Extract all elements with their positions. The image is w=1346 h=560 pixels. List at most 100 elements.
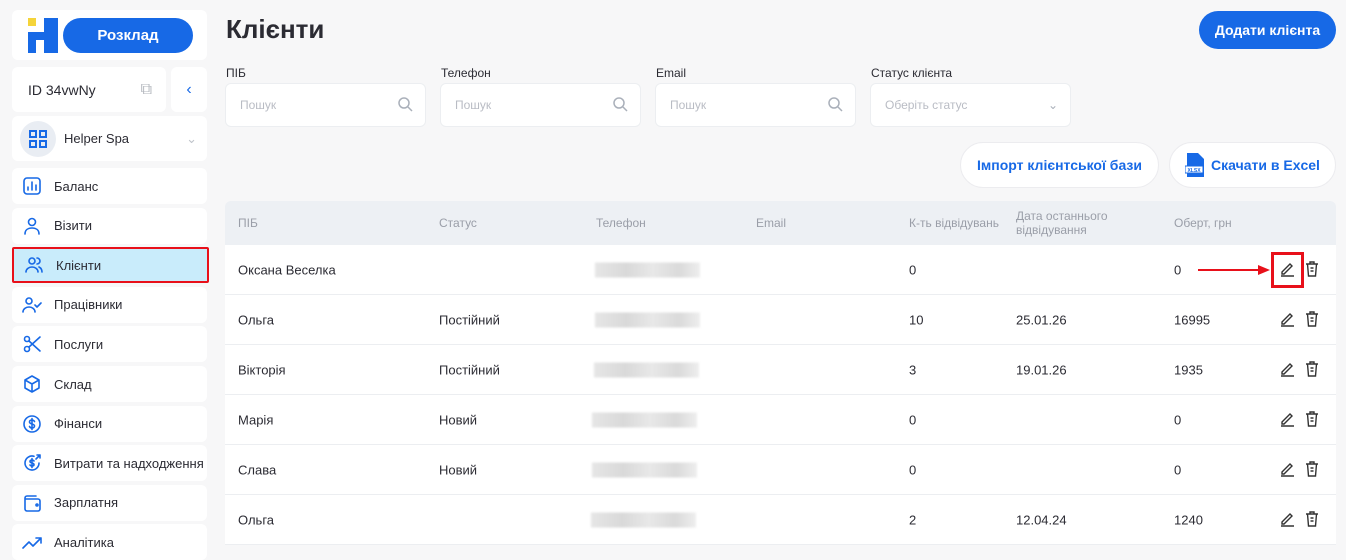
sidebar-item-label: Візити	[54, 218, 92, 234]
table-row[interactable]: Ольга Постійний 10 25.01.26 16995	[225, 295, 1336, 345]
phone-redacted	[595, 262, 700, 277]
turnover: 0	[1174, 262, 1182, 277]
client-name[interactable]: Вікторія	[238, 362, 286, 377]
organization-select[interactable]: Helper Spa ⌄	[12, 116, 207, 161]
table-row[interactable]: Ольга 2 12.04.24 1240	[225, 495, 1336, 545]
import-button[interactable]: Імпорт клієнтської бази	[960, 142, 1159, 188]
search-icon	[397, 96, 413, 115]
column-header[interactable]: Email	[756, 216, 787, 230]
sidebar-item-4[interactable]: Послуги	[12, 326, 207, 363]
visit-count: 0	[909, 262, 917, 277]
client-name[interactable]: Ольга	[238, 312, 275, 327]
import-label: Імпорт клієнтської бази	[977, 157, 1142, 173]
search-icon	[827, 96, 843, 115]
turnover: 16995	[1174, 312, 1211, 327]
collapse-sidebar-button[interactable]: ‹	[171, 67, 207, 112]
column-header[interactable]: Телефон	[596, 216, 646, 230]
placeholder: Оберіть статус	[885, 98, 968, 112]
filter-label: Статус клієнта	[871, 66, 953, 80]
table-header: ПІБ Статус Телефон Email К-ть відвідувань Дат…	[225, 201, 1336, 245]
add-client-button[interactable]: Додати клієнта	[1199, 11, 1336, 49]
delete-icon[interactable]	[1304, 510, 1320, 530]
sidebar-item-7[interactable]: Витрати та надходження	[12, 445, 207, 482]
scissors-icon	[23, 336, 41, 353]
table-row[interactable]: Марія Новий 0 0	[225, 395, 1336, 445]
edit-icon[interactable]	[1279, 360, 1296, 380]
delete-icon[interactable]	[1304, 410, 1320, 430]
trend-icon	[22, 537, 42, 550]
box-icon	[24, 375, 40, 393]
export-label: Скачати в Excel	[1211, 157, 1320, 173]
turnover: 0	[1174, 412, 1182, 427]
column-header[interactable]: ПІБ	[238, 216, 258, 230]
table-row[interactable]: Слава Новий 0 0	[225, 445, 1336, 495]
filter-label: Email	[656, 66, 687, 80]
sidebar-item-label: Баланс	[54, 178, 99, 194]
visit-count: 10	[909, 312, 924, 327]
column-header[interactable]: Дата останнього відвідування	[1016, 209, 1108, 237]
edit-icon[interactable]	[1279, 410, 1296, 430]
visit-count: 2	[909, 512, 917, 527]
sidebar-item-6[interactable]: Фінанси	[12, 405, 207, 442]
turnover: 0	[1174, 462, 1182, 477]
client-name[interactable]: Марія	[238, 412, 274, 427]
filter-input[interactable]: Пошук	[655, 83, 856, 127]
delete-icon[interactable]	[1304, 260, 1320, 280]
logo-bar: Розклад	[12, 10, 207, 60]
sidebar-item-5[interactable]: Склад	[12, 366, 207, 402]
visit-count: 0	[909, 412, 917, 427]
delete-icon[interactable]	[1304, 360, 1320, 380]
sidebar-item-label: Зарплатня	[54, 495, 119, 511]
search-icon	[612, 96, 628, 115]
column-header[interactable]: Оберт, грн	[1174, 216, 1232, 230]
client-name[interactable]: Слава	[238, 462, 277, 477]
dollar-arrow-icon	[24, 454, 41, 471]
phone-redacted	[595, 312, 700, 327]
column-header[interactable]: К-ть відвідувань	[909, 216, 999, 230]
sidebar-item-2[interactable]: Клієнти	[12, 247, 209, 284]
grid-icon	[20, 120, 56, 157]
client-status: Постійний	[439, 362, 500, 377]
delete-icon[interactable]	[1304, 460, 1320, 480]
edit-icon[interactable]	[1279, 460, 1296, 480]
client-name[interactable]: Оксана Веселка	[238, 262, 336, 277]
phone-redacted	[591, 512, 696, 527]
sidebar-item-label: Витрати та надходження	[54, 455, 204, 471]
export-excel-button[interactable]: XLSX Скачати в Excel	[1169, 142, 1336, 188]
account-id: ID 34vwNy ⧉	[12, 67, 166, 112]
sidebar-item-0[interactable]: Баланс	[12, 168, 207, 204]
user-icon	[24, 217, 40, 235]
status-select[interactable]: Оберіть статус ⌄	[870, 83, 1071, 127]
edit-icon[interactable]	[1279, 510, 1296, 530]
sidebar-item-label: Аналітика	[54, 534, 114, 550]
xlsx-file-icon: XLSX	[1185, 153, 1205, 177]
filter-input[interactable]: Пошук	[225, 83, 426, 127]
copy-icon[interactable]: ⧉	[140, 80, 152, 98]
edit-icon[interactable]	[1279, 310, 1296, 330]
client-name[interactable]: Ольга	[238, 512, 275, 527]
organization-name: Helper Spa	[64, 131, 130, 146]
turnover: 1240	[1174, 512, 1203, 527]
chevron-down-icon: ⌄	[186, 130, 197, 146]
client-status: Новий	[439, 412, 478, 427]
wallet-icon	[24, 494, 41, 512]
edit-icon[interactable]	[1271, 251, 1304, 288]
table-row[interactable]: Оксана Веселка 0 0	[225, 245, 1336, 295]
schedule-button[interactable]: Розклад	[63, 18, 193, 53]
sidebar-item-8[interactable]: Зарплатня	[12, 484, 207, 521]
delete-icon[interactable]	[1304, 310, 1320, 330]
sidebar-item-label: Клієнти	[56, 257, 102, 273]
sidebar-item-9[interactable]: Аналітика	[12, 524, 207, 560]
sidebar-item-label: Фінанси	[54, 416, 103, 432]
sidebar-item-3[interactable]: Працівники	[12, 286, 207, 323]
sidebar-item-label: Послуги	[54, 336, 104, 352]
page-title: Клієнти	[226, 14, 325, 44]
last-visit-date: 19.01.26	[1016, 362, 1067, 377]
filter-input[interactable]: Пошук	[440, 83, 641, 127]
phone-redacted	[592, 412, 697, 427]
chart-icon	[23, 177, 41, 195]
sidebar-item-1[interactable]: Візити	[12, 207, 207, 244]
column-header[interactable]: Статус	[439, 216, 477, 230]
table-row[interactable]: Вікторія Постійний 3 19.01.26 1935	[225, 345, 1336, 395]
turnover: 1935	[1174, 362, 1203, 377]
